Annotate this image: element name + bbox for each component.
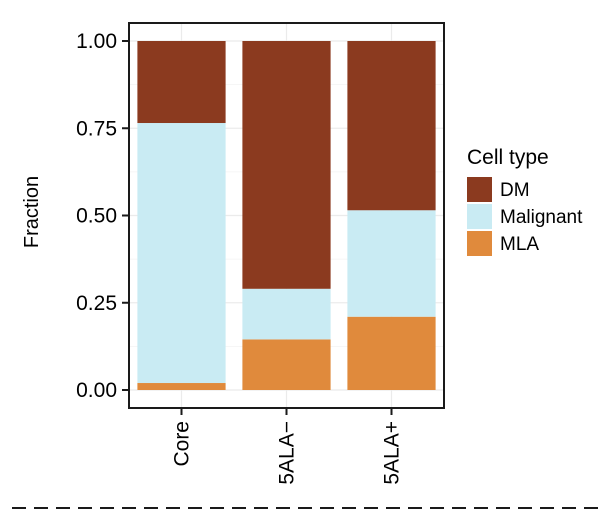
legend-key-mla — [467, 231, 492, 256]
bar-5ala-malignant — [242, 288, 331, 340]
y-axis-label: Fraction — [21, 176, 43, 248]
y-tick-label: 0.25 — [76, 292, 117, 315]
y-tick-label: 0.75 — [76, 117, 117, 140]
bar-5ala-dm — [242, 41, 331, 289]
bar-5ala-mla — [242, 339, 331, 390]
legend-title: Cell type — [467, 146, 549, 169]
x-axis: Core 5ALA− 5ALA+ — [171, 408, 404, 485]
y-tick-label: 1.00 — [76, 30, 117, 53]
legend: Cell type DM Malignant MLA — [467, 146, 583, 256]
legend-label-malignant: Malignant — [500, 207, 583, 228]
x-tick-label: Core — [171, 421, 194, 467]
legend-entries: DM Malignant MLA — [467, 177, 583, 256]
bar-5ala-dm — [347, 41, 436, 211]
bar-5ala-mla — [347, 316, 436, 390]
legend-label-dm: DM — [500, 180, 530, 201]
bars — [137, 41, 436, 390]
y-tick-label: 0.00 — [76, 379, 117, 402]
x-tick-label: 5ALA+ — [381, 421, 404, 485]
legend-key-dm — [467, 177, 492, 202]
bar-core-dm — [137, 41, 226, 124]
y-tick-label: 0.50 — [76, 205, 117, 228]
bar-core-mla — [137, 383, 226, 390]
y-axis: 0.00 0.25 0.50 0.75 1.00 — [76, 30, 129, 402]
x-tick-label: 5ALA− — [276, 421, 299, 485]
bar-core-malignant — [137, 123, 226, 384]
legend-label-mla: MLA — [500, 234, 539, 255]
bar-5ala-malignant — [347, 210, 436, 317]
legend-key-malignant — [467, 204, 492, 229]
